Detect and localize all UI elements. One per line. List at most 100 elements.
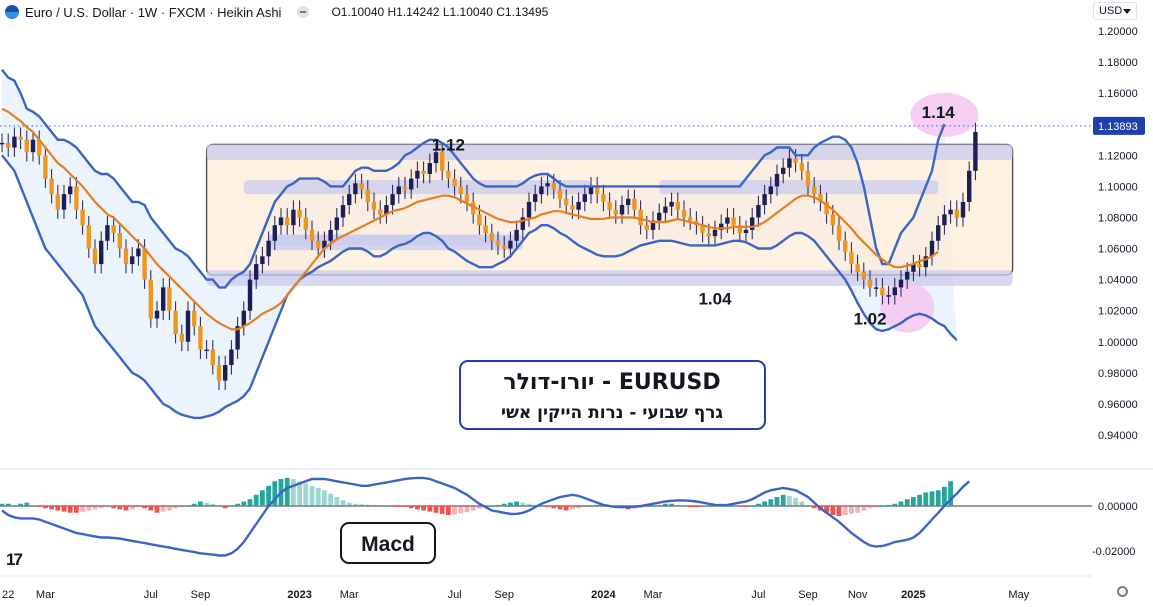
macd-histogram-bar — [260, 490, 265, 506]
macd-tick-label: -0.02000 — [1092, 546, 1135, 558]
macd-histogram-bar — [105, 506, 110, 508]
time-tick-label: Jul — [751, 589, 765, 601]
macd-histogram-bar — [322, 490, 327, 506]
macd-histogram-bar — [309, 485, 315, 506]
candle-body — [923, 256, 928, 268]
candle-body — [185, 310, 191, 342]
candle-body — [61, 194, 67, 210]
macd-histogram-bar — [681, 506, 687, 507]
price-tick-label: 1.16000 — [1098, 88, 1138, 100]
candle-body — [675, 201, 680, 210]
macd-histogram-bar — [849, 506, 854, 514]
macd-histogram-bar — [129, 506, 135, 510]
candle-body — [824, 201, 829, 215]
macd-histogram-bar — [458, 506, 464, 514]
currency-select[interactable]: USD — [1093, 2, 1137, 20]
candle-body — [353, 183, 358, 195]
time-tick-label: 2023 — [287, 589, 311, 601]
candle-body — [526, 201, 532, 218]
candle-body — [210, 349, 215, 366]
macd-histogram-bar — [359, 504, 364, 506]
candle-body — [849, 251, 854, 265]
time-tick-label: May — [1008, 589, 1029, 601]
candle-body — [433, 152, 439, 164]
candle-body — [632, 198, 637, 210]
time-axis[interactable]: 22 Mar Jul Sep 2023 Mar Jul Sep 2024 Mar Jul Sep Nov… — [0, 575, 1092, 601]
candle-body — [681, 209, 687, 218]
macd-histogram-bar — [111, 506, 116, 509]
gear-icon[interactable] — [1117, 586, 1128, 597]
time-tick-label: Jul — [448, 589, 462, 601]
candle-body — [557, 189, 563, 199]
macd-histogram-bar — [377, 505, 383, 507]
candle-body — [18, 136, 23, 140]
candle-body — [55, 194, 60, 210]
candle-body — [942, 214, 947, 226]
zone-0 — [206, 144, 1013, 160]
price-tick-label: 1.20000 — [1098, 26, 1138, 38]
title-box: EURUSD - יורו-דולר גרף שבועי - נרות הייק… — [459, 360, 766, 430]
candle-body — [334, 217, 339, 230]
candle-body — [613, 209, 618, 215]
tradingview-logo[interactable]: 17 — [6, 550, 23, 569]
macd-histogram-bar — [805, 506, 811, 507]
macd-histogram-bar — [743, 506, 749, 508]
symbol-header[interactable]: Euro / U.S. Dollar · 1W · FXCM · Heikin … — [0, 3, 548, 21]
candle-body — [489, 233, 494, 241]
macd-histogram-bar — [774, 497, 780, 506]
candle-body — [452, 178, 457, 187]
currency-flag-icon — [5, 5, 19, 19]
macd-histogram-bar — [929, 491, 935, 506]
macd-histogram-bar — [61, 506, 67, 512]
candle-body — [316, 240, 321, 249]
macd-histogram-bar — [439, 506, 445, 514]
macd-histogram-bar — [867, 506, 873, 509]
candle-body — [595, 186, 600, 195]
symbol-title[interactable]: Euro / U.S. Dollar · 1W · FXCM · Heikin … — [25, 4, 282, 20]
macd-histogram-bar — [167, 506, 172, 511]
macd-histogram-bar — [123, 506, 129, 511]
candle-body — [545, 183, 550, 187]
candle-body — [378, 209, 383, 215]
macd-histogram-bar — [98, 506, 104, 509]
macd-histogram-bar — [551, 506, 557, 509]
last-price-tag-text: 1.13893 — [1098, 121, 1138, 133]
candle-body — [607, 201, 612, 210]
hide-legend-icon[interactable] — [297, 6, 310, 18]
macd-histogram-bar — [247, 499, 253, 506]
macd-histogram-bar — [390, 506, 395, 507]
macd-histogram-bar — [43, 506, 48, 509]
macd-histogram-bar — [210, 503, 216, 506]
candle-body — [886, 295, 891, 297]
candle-body — [502, 245, 507, 249]
macd-histogram-bar — [117, 506, 123, 510]
macd-histogram-bar — [86, 506, 92, 511]
candle-body — [254, 264, 259, 280]
macd-histogram-bar — [762, 501, 767, 506]
candle-body — [328, 229, 333, 241]
candle-body — [198, 326, 203, 350]
macd-histogram-bar — [421, 506, 426, 511]
candle-body — [471, 201, 476, 215]
candle-body — [743, 229, 749, 233]
candle-body — [520, 217, 525, 230]
candle-body — [619, 205, 625, 215]
candle-body — [750, 217, 755, 230]
macd-histogram-bar — [402, 506, 408, 508]
zone-5 — [659, 180, 939, 195]
macd-label: Macd — [340, 522, 436, 564]
macd-histogram-bar — [92, 506, 98, 510]
candle-body — [204, 349, 209, 352]
macd-histogram-bar — [588, 506, 594, 507]
candle-body — [340, 205, 346, 218]
macd-label-frame — [340, 522, 436, 564]
candle-body — [626, 198, 631, 206]
bollinger-lower-line — [1, 154, 958, 420]
macd-histogram-bar — [340, 500, 346, 506]
macd-histogram-bar — [706, 506, 712, 507]
macd-histogram-bar — [793, 498, 798, 506]
macd-histogram-bar — [880, 506, 885, 507]
candle-body — [495, 240, 501, 246]
